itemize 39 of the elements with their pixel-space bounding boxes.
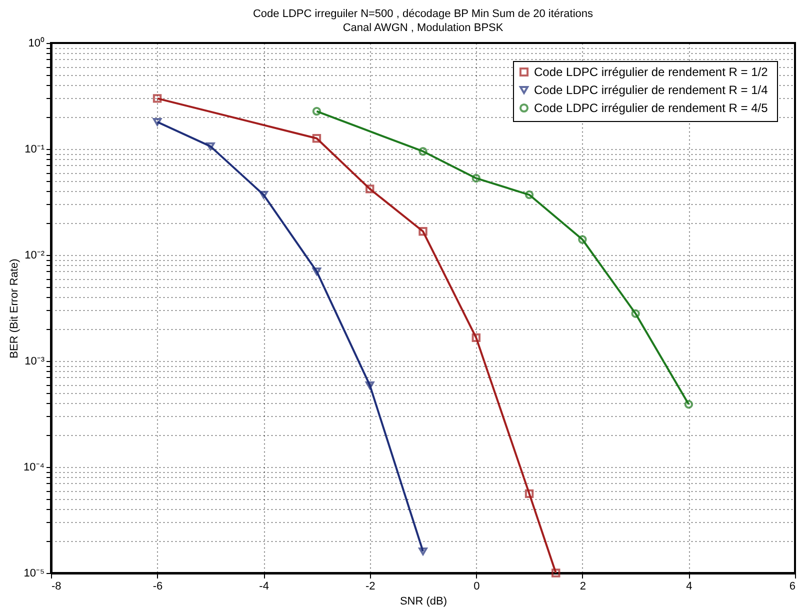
- point: [418, 547, 428, 556]
- x-tick-label: -8: [52, 580, 62, 592]
- point: [524, 190, 534, 200]
- chart-title: Code LDPC irreguiler N=500 , décodage BP Min Sum de 20 itérations: [252, 8, 594, 20]
- x-tick-label: -4: [259, 580, 269, 592]
- x-tick-label: 6: [789, 580, 796, 592]
- chart-subtitle: Canal AWGN , Modulation BPSK: [342, 22, 504, 34]
- y-axis-title: BER (Bit Error Rate): [8, 258, 21, 358]
- x-axis-title: SNR (dB): [400, 596, 448, 608]
- point: [472, 174, 480, 183]
- point: [418, 147, 428, 156]
- legend-label: Code LDPC irrégulier de rendement R = 1/4: [534, 83, 768, 97]
- y-tick-label: 10⁰: [28, 36, 44, 50]
- point: [472, 333, 480, 342]
- x-tick-label: 0: [474, 580, 480, 592]
- point: [152, 94, 162, 103]
- point: [366, 381, 374, 390]
- point: [631, 309, 640, 318]
- legend-label: Code LDPC irrégulier de rendement R = 4/5: [534, 101, 768, 115]
- y-tick-label: 10⁻³: [24, 356, 45, 368]
- legend-label: Code LDPC irrégulier de rendement R = 1/2: [534, 65, 768, 79]
- x-tick-label: 4: [686, 580, 692, 592]
- point: [312, 268, 322, 276]
- point: [259, 190, 268, 199]
- y-tick-label: 10⁻⁵: [24, 568, 44, 580]
- y-tick-label: 10⁻²: [24, 250, 45, 262]
- x-tick-label: 2: [580, 580, 586, 592]
- y-tick-label: 10⁻¹: [24, 144, 45, 156]
- point: [206, 142, 215, 150]
- x-tick-label: -2: [365, 580, 376, 592]
- point: [312, 134, 322, 143]
- point: [578, 235, 587, 244]
- point: [418, 227, 428, 236]
- point: [552, 568, 560, 578]
- point: [524, 489, 534, 498]
- point: [366, 184, 374, 194]
- point: [152, 118, 162, 126]
- x-tick-label: -6: [152, 580, 163, 592]
- y-tick-label: 10⁻⁴: [24, 462, 45, 474]
